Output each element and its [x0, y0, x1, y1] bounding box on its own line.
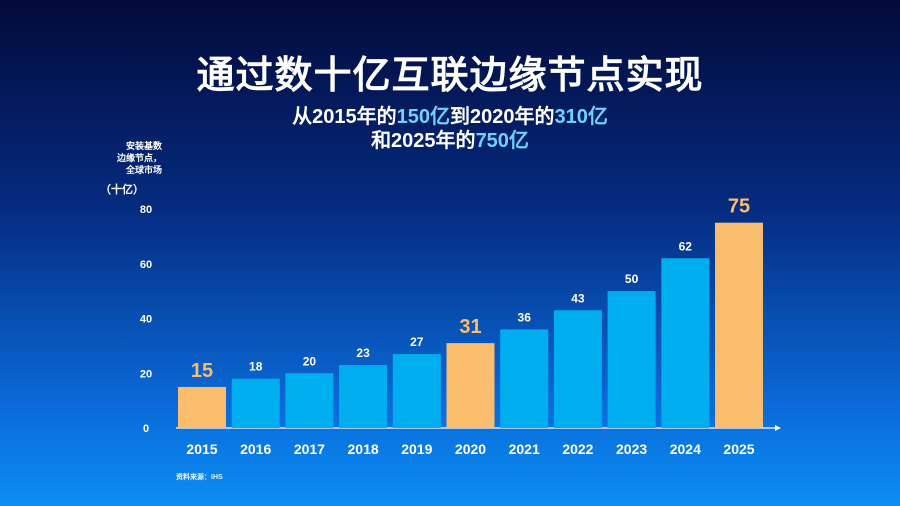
subtitle-line-1: 从2015年的150亿到2020年的310亿	[0, 100, 900, 129]
bar-2019	[392, 354, 441, 428]
x-tick-label-2020: 2020	[455, 441, 486, 457]
bar-2020	[446, 343, 495, 428]
chart-title: 通过数十亿互联边缘节点实现	[196, 55, 704, 97]
bar-2022	[553, 310, 602, 428]
y-axis-unit: （十亿）	[100, 184, 144, 196]
y-axis-label-line: 边缘节点，	[116, 153, 162, 163]
bar-2017	[285, 373, 334, 428]
y-tick-label: 60	[140, 259, 152, 271]
bar-2018	[339, 365, 388, 428]
y-tick-label: 0	[143, 423, 149, 435]
x-tick-label-2018: 2018	[348, 441, 379, 457]
bar-2024	[661, 258, 710, 428]
x-tick-label-2021: 2021	[509, 441, 540, 457]
subtitle-value-2020: 310亿	[554, 106, 608, 128]
data-label-2017: 20	[303, 354, 317, 368]
data-label-2022: 43	[571, 291, 585, 305]
data-label-2018: 23	[356, 346, 370, 360]
x-tick-label-2025: 2025	[723, 441, 754, 457]
subtitle-text: 到2020年的	[450, 106, 555, 128]
data-label-2020: 31	[459, 316, 481, 338]
bar-2016	[231, 378, 280, 428]
bar-2025	[715, 222, 763, 428]
x-tick-label-2019: 2019	[401, 441, 432, 457]
source-note: 资料来源：IHS	[176, 474, 223, 481]
data-label-2016: 18	[249, 360, 263, 374]
data-label-2023: 50	[625, 272, 639, 286]
bar-2023	[607, 291, 656, 428]
y-tick-label: 20	[140, 368, 152, 380]
y-axis-label: 安装基数 边缘节点， 全球市场	[102, 140, 162, 176]
data-label-2025: 75	[728, 196, 750, 218]
subtitle-value-2025: 750亿	[475, 130, 529, 152]
bar-2021	[500, 329, 549, 428]
y-axis-label-line: 全球市场	[125, 165, 162, 175]
subtitle-line-2: 和2025年的750亿	[0, 124, 900, 153]
data-label-2015: 15	[191, 360, 213, 382]
x-tick-label-2023: 2023	[616, 441, 647, 457]
x-axis-arrow-icon	[775, 425, 781, 431]
x-tick-label-2015: 2015	[186, 441, 217, 457]
x-tick-label-2017: 2017	[294, 441, 325, 457]
x-tick-label-2016: 2016	[240, 441, 271, 457]
subtitle-text: 和2025年的	[371, 130, 476, 152]
y-tick-label: 40	[140, 314, 152, 326]
x-tick-label-2022: 2022	[562, 441, 593, 457]
y-tick-label: 80	[140, 204, 152, 216]
x-tick-label-2024: 2024	[670, 441, 701, 457]
data-label-2024: 62	[679, 239, 693, 253]
data-label-2019: 27	[410, 335, 424, 349]
data-label-2021: 36	[518, 310, 532, 324]
subtitle-text: 从2015年的	[292, 106, 397, 128]
bar-2015	[178, 386, 226, 428]
subtitle-value-2015: 150亿	[396, 106, 450, 128]
y-axis-label-line: 安装基数	[125, 141, 162, 151]
